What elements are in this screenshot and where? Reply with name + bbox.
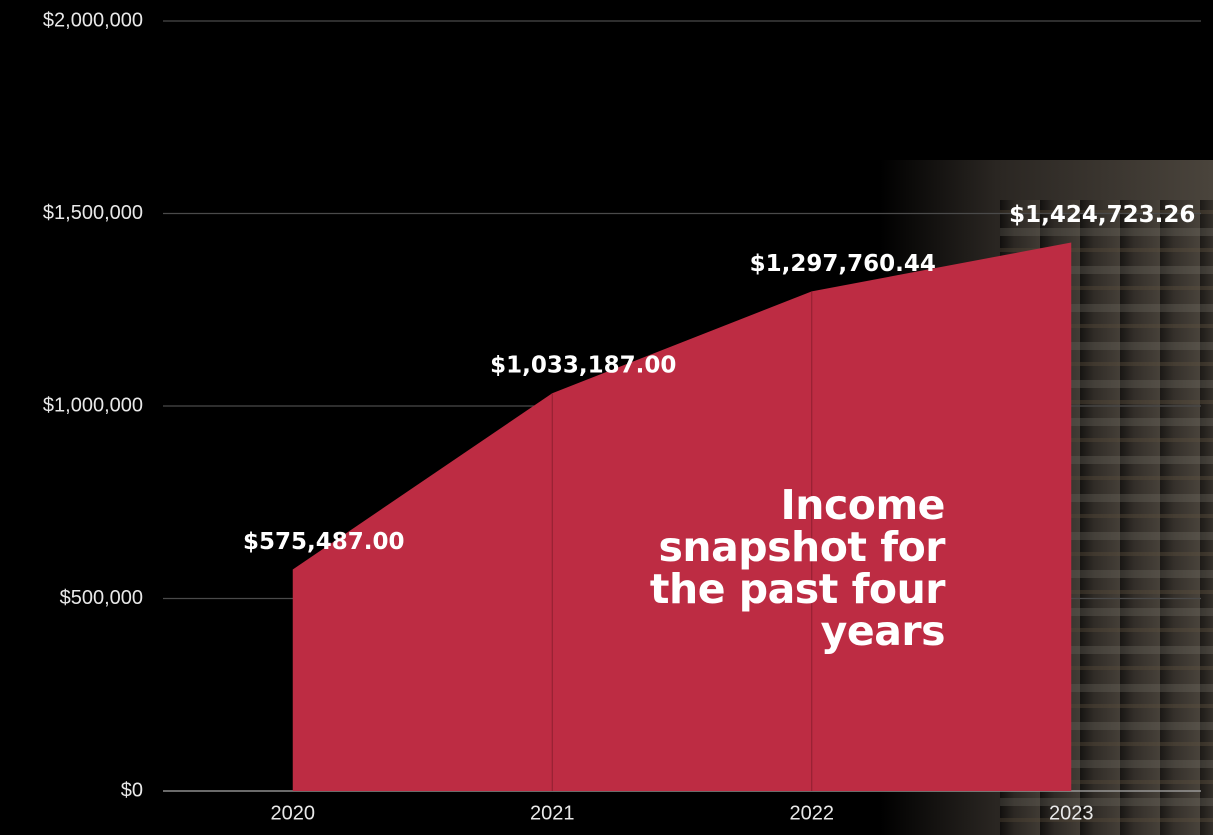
x-tick-label: 2023 [1049,802,1094,824]
data-label: $1,033,187.00 [490,353,676,379]
annotation: Income snapshot for the past four years [649,481,946,655]
y-tick-label: $500,000 [60,587,143,609]
x-tick-label: 2020 [271,802,316,824]
y-tick-label: $0 [121,779,143,801]
data-label: $1,424,723.26 [1009,202,1195,228]
x-tick-label: 2022 [790,802,835,824]
y-tick-label: $2,000,000 [43,9,143,31]
y-tick-label: $1,500,000 [43,202,143,224]
x-tick-label: 2021 [530,802,575,824]
y-tick-label: $1,000,000 [43,394,143,416]
data-label: $575,487.00 [243,529,405,555]
area [292,242,1072,791]
data-label: $1,297,760.44 [750,251,936,277]
